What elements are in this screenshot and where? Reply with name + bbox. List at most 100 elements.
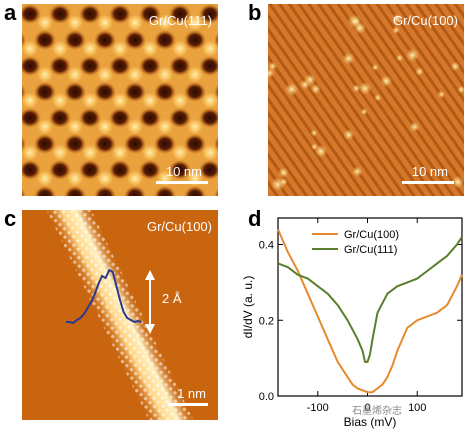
adsorbate-spot — [310, 129, 318, 137]
adsorbate-spot — [310, 84, 321, 95]
adsorbate-spot — [457, 85, 464, 94]
moire-hole — [184, 133, 206, 154]
moire-bump — [172, 92, 188, 109]
moire-hole — [94, 185, 116, 196]
moire-bump — [202, 144, 218, 161]
panel-letter-d: d — [248, 206, 262, 231]
panel-a-label: Gr/Cu(111) — [148, 13, 212, 28]
adsorbate-spot — [450, 61, 460, 72]
moire-hole — [34, 133, 56, 154]
stm-image-stripe: Gr/Cu(100) 2 Å 1 nm — [22, 210, 218, 420]
moire-hole — [109, 55, 131, 76]
moire-bump — [187, 14, 203, 31]
moire-hole — [154, 185, 176, 196]
moire-bump — [52, 144, 68, 161]
panel-a-scale-label: 10 nm — [165, 164, 202, 179]
moire-hole — [22, 55, 41, 76]
moire-bump — [127, 66, 143, 83]
panel-c-scale-label: 1 nm — [177, 386, 206, 401]
moire-hole — [22, 107, 41, 128]
panel-b-label: Gr/Cu(100) — [392, 13, 458, 28]
moire-bump — [142, 92, 158, 109]
moire-bump — [37, 118, 53, 135]
moire-hole — [124, 185, 146, 196]
moire-hole — [184, 29, 206, 50]
moire-bump — [37, 170, 53, 187]
moire-bump — [52, 40, 68, 57]
moire-bump — [172, 40, 188, 57]
moire-bump — [97, 118, 113, 135]
legend-label: Gr/Cu(100) — [344, 229, 399, 241]
moire-hole — [139, 4, 161, 24]
stm-image-gr-cu100: Gr/Cu(100) 10 nm — [268, 4, 464, 196]
x-tick-label: -100 — [307, 402, 329, 414]
moire-hole — [49, 107, 71, 128]
moire-hole — [34, 81, 56, 102]
moire-hole — [139, 55, 161, 76]
moire-hole — [34, 185, 56, 196]
adsorbate-spot — [392, 26, 400, 34]
moire-hole — [79, 159, 101, 180]
moire-hole — [49, 4, 71, 24]
adsorbate-spot — [396, 54, 404, 62]
moire-bump — [22, 92, 38, 109]
adsorbate-spot — [342, 52, 355, 65]
moire-hole — [184, 185, 206, 196]
moire-hole — [169, 107, 191, 128]
moire-hole — [22, 32, 26, 48]
moire-bump — [67, 118, 83, 135]
moire-hole — [79, 107, 101, 128]
moire-hole — [124, 81, 146, 102]
moire-hole — [49, 159, 71, 180]
moire-bump — [82, 144, 98, 161]
adsorbate-spot — [284, 82, 299, 97]
moire-bump — [67, 14, 83, 31]
moire-bump — [22, 40, 38, 57]
moire-bump — [157, 66, 173, 83]
adsorbate-spot — [279, 177, 288, 186]
moire-bump — [97, 14, 113, 31]
moire-hole — [34, 29, 56, 50]
panel-a-scale-bar — [156, 181, 208, 184]
moire-bump — [142, 40, 158, 57]
adsorbate-spot — [380, 75, 393, 88]
adsorbate-spot — [451, 175, 464, 189]
panel-c-label: Gr/Cu(100) — [146, 219, 212, 234]
adsorbate-spot — [352, 166, 363, 177]
panel-c-scale-bar — [168, 403, 208, 406]
moire-bump — [172, 144, 188, 161]
atomic-lattice — [40, 210, 200, 420]
legend-label: Gr/Cu(111) — [344, 244, 397, 256]
moire-hole — [124, 29, 146, 50]
didv-chart: -100 0 100 0.0 0.2 0.4 Bias (mV) dI/dV (a. u.) … — [240, 210, 472, 430]
y-tick-label: 0.2 — [259, 315, 274, 327]
y-tick-label: 0.0 — [259, 391, 274, 403]
series-line — [277, 236, 463, 363]
moire-hole — [184, 81, 206, 102]
moire-bump — [97, 170, 113, 187]
moire-bump — [187, 118, 203, 135]
moire-bump — [157, 118, 173, 135]
moire-hole — [154, 81, 176, 102]
moire-bump — [37, 66, 53, 83]
adsorbate-spot — [360, 108, 368, 116]
moire-hole — [214, 84, 218, 100]
adsorbate-spot — [437, 90, 446, 99]
height-profile-line — [66, 268, 142, 325]
adsorbate-spot — [374, 93, 382, 102]
adsorbate-spot — [304, 73, 316, 86]
adsorbate-spot — [278, 167, 289, 179]
moire-hole — [199, 55, 218, 76]
moire-bump — [97, 66, 113, 83]
panel-letter-c: c — [4, 206, 17, 231]
panel-letter-a: a — [4, 0, 17, 25]
moire-bump — [142, 144, 158, 161]
stm-image-gr-cu111: Gr/Cu(111) 10 nm — [22, 4, 218, 196]
image-background — [268, 4, 464, 196]
moire-bump — [112, 144, 128, 161]
moire-hole — [94, 133, 116, 154]
adsorbate-spot — [353, 21, 367, 35]
moire-hole — [214, 188, 218, 196]
moire-hole — [64, 133, 86, 154]
moire-bump — [22, 144, 38, 161]
